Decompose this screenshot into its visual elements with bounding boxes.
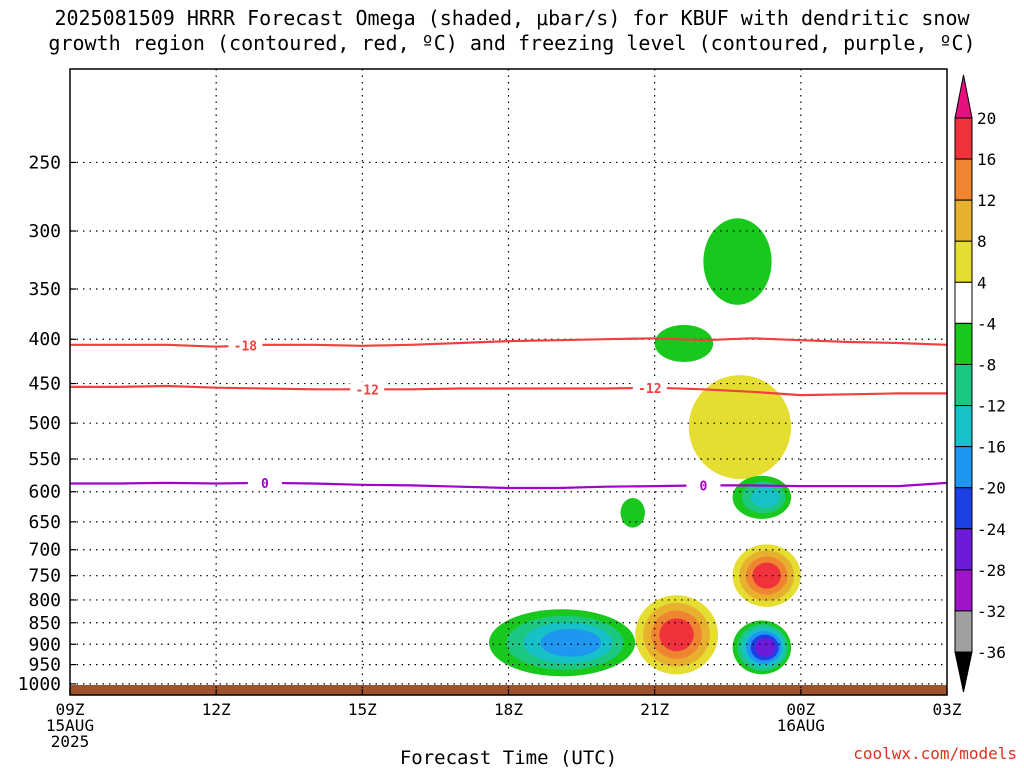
grid-lines — [70, 69, 947, 695]
y-tick-label: 500 — [28, 413, 61, 434]
contour-label-bg — [632, 379, 667, 396]
omega-descent-3-level-neg4 — [620, 497, 645, 528]
x-tick-label: 15Z — [348, 700, 377, 719]
colorbar-label: 20 — [977, 109, 996, 128]
y-tick-label: 450 — [28, 374, 61, 395]
contour-label: 0 — [261, 477, 269, 492]
colorbar-bin — [954, 569, 973, 612]
colorbar-label: 12 — [977, 191, 996, 210]
contour-label-bg — [247, 474, 282, 491]
y-tick-label: 350 — [28, 279, 61, 300]
contour-label: -12 — [638, 382, 661, 397]
y-tick-label: 1000 — [18, 674, 61, 695]
colorbar-label: -36 — [977, 643, 1006, 662]
y-tick-label: 550 — [28, 449, 61, 470]
pressure-axis: 2503003504004505005506006507007508008509… — [18, 152, 76, 695]
x-tick-label: 15AUG — [46, 716, 94, 735]
x-tick-label: 2025 — [51, 732, 90, 751]
colorbar-label: -28 — [977, 561, 1006, 580]
omega-descent-4-level-neg12 — [751, 486, 780, 508]
colorbar-label: -8 — [977, 355, 996, 374]
contour-label-bg — [228, 337, 263, 354]
colorbar: 20 16 12 8 4 -4 -8 -12 -16 -20 -24 -28 -32 -36 — [954, 74, 1006, 693]
y-tick-label: 900 — [28, 634, 61, 655]
omega-ascent-7-level-16 — [659, 618, 694, 652]
y-tick-label: 950 — [28, 655, 61, 676]
colorbar-label: -24 — [977, 520, 1006, 539]
y-tick-label: 850 — [28, 613, 61, 634]
colorbar-label: -4 — [977, 314, 996, 333]
omega-descent-1-level-neg4 — [654, 324, 714, 363]
title-line-2: growth region (contoured, red, ºC) and f… — [48, 31, 976, 55]
x-tick-label: 21Z — [640, 700, 669, 719]
colorbar-label: -32 — [977, 602, 1006, 621]
colorbar-bin — [954, 363, 973, 407]
contour-label: -18 — [234, 340, 258, 355]
omega-ascent-2-level-4 — [688, 375, 792, 479]
chart-title: 2025081509 HRRR Forecast Omega (shaded, … — [0, 6, 1024, 56]
colorbar-label: -12 — [977, 397, 1006, 416]
colorbar-bin — [954, 158, 973, 201]
colorbar-bin — [954, 610, 973, 653]
colorbar-bin — [954, 405, 973, 448]
x-axis-title: Forecast Time (UTC) — [400, 747, 617, 768]
x-tick-label: 16AUG — [777, 716, 825, 735]
y-tick-label: 800 — [28, 590, 61, 611]
contour-label-bg — [350, 381, 385, 398]
colorbar-bin — [954, 199, 973, 242]
contour--12 — [70, 384, 947, 397]
contour-label-bg — [686, 477, 721, 494]
y-tick-label: 300 — [28, 221, 61, 242]
y-tick-label: 650 — [28, 512, 61, 533]
colorbar-label: -20 — [977, 479, 1006, 498]
y-tick-label: 600 — [28, 482, 61, 503]
y-tick-label: 700 — [28, 540, 61, 561]
colorbar-label: 4 — [977, 273, 987, 292]
colorbar-bin — [954, 528, 973, 571]
omega-descent-8-level-neg24 — [755, 638, 776, 657]
y-tick-label: 250 — [28, 152, 61, 173]
y-tick-label: 750 — [28, 566, 61, 587]
contour-lines: -18 -12 -12 0 0 — [70, 337, 948, 494]
colorbar-bin — [954, 322, 973, 365]
colorbar-bin — [954, 240, 973, 283]
contour-0 — [70, 481, 948, 490]
colorbar-bin — [954, 117, 973, 160]
x-tick-label: 12Z — [202, 700, 231, 719]
colorbar-bin — [954, 487, 973, 530]
source-credit: coolwx.com/models — [853, 744, 1017, 763]
contour-label: 0 — [699, 479, 707, 494]
omega-descent-6-level-neg16 — [540, 628, 602, 657]
omega-shading — [489, 218, 801, 677]
colorbar-over-arrow — [954, 74, 973, 119]
x-tick-label: 03Z — [933, 700, 962, 719]
colorbar-bin — [954, 281, 973, 324]
omega-descent-0-level-neg4 — [703, 218, 772, 305]
x-tick-label: 00Z — [786, 700, 815, 719]
contour--18 — [70, 337, 948, 348]
x-tick-label: 09Z — [56, 700, 85, 719]
colorbar-bin — [954, 446, 973, 489]
colorbar-under-arrow — [954, 651, 973, 693]
colorbar-label: 16 — [977, 150, 996, 169]
y-tick-label: 400 — [28, 329, 61, 350]
title-line-1: 2025081509 HRRR Forecast Omega (shaded, … — [54, 6, 970, 30]
contour-label: -12 — [355, 383, 378, 398]
colorbar-label: -16 — [977, 438, 1006, 457]
x-tick-label: 18Z — [494, 700, 523, 719]
colorbar-label: 8 — [977, 232, 987, 251]
